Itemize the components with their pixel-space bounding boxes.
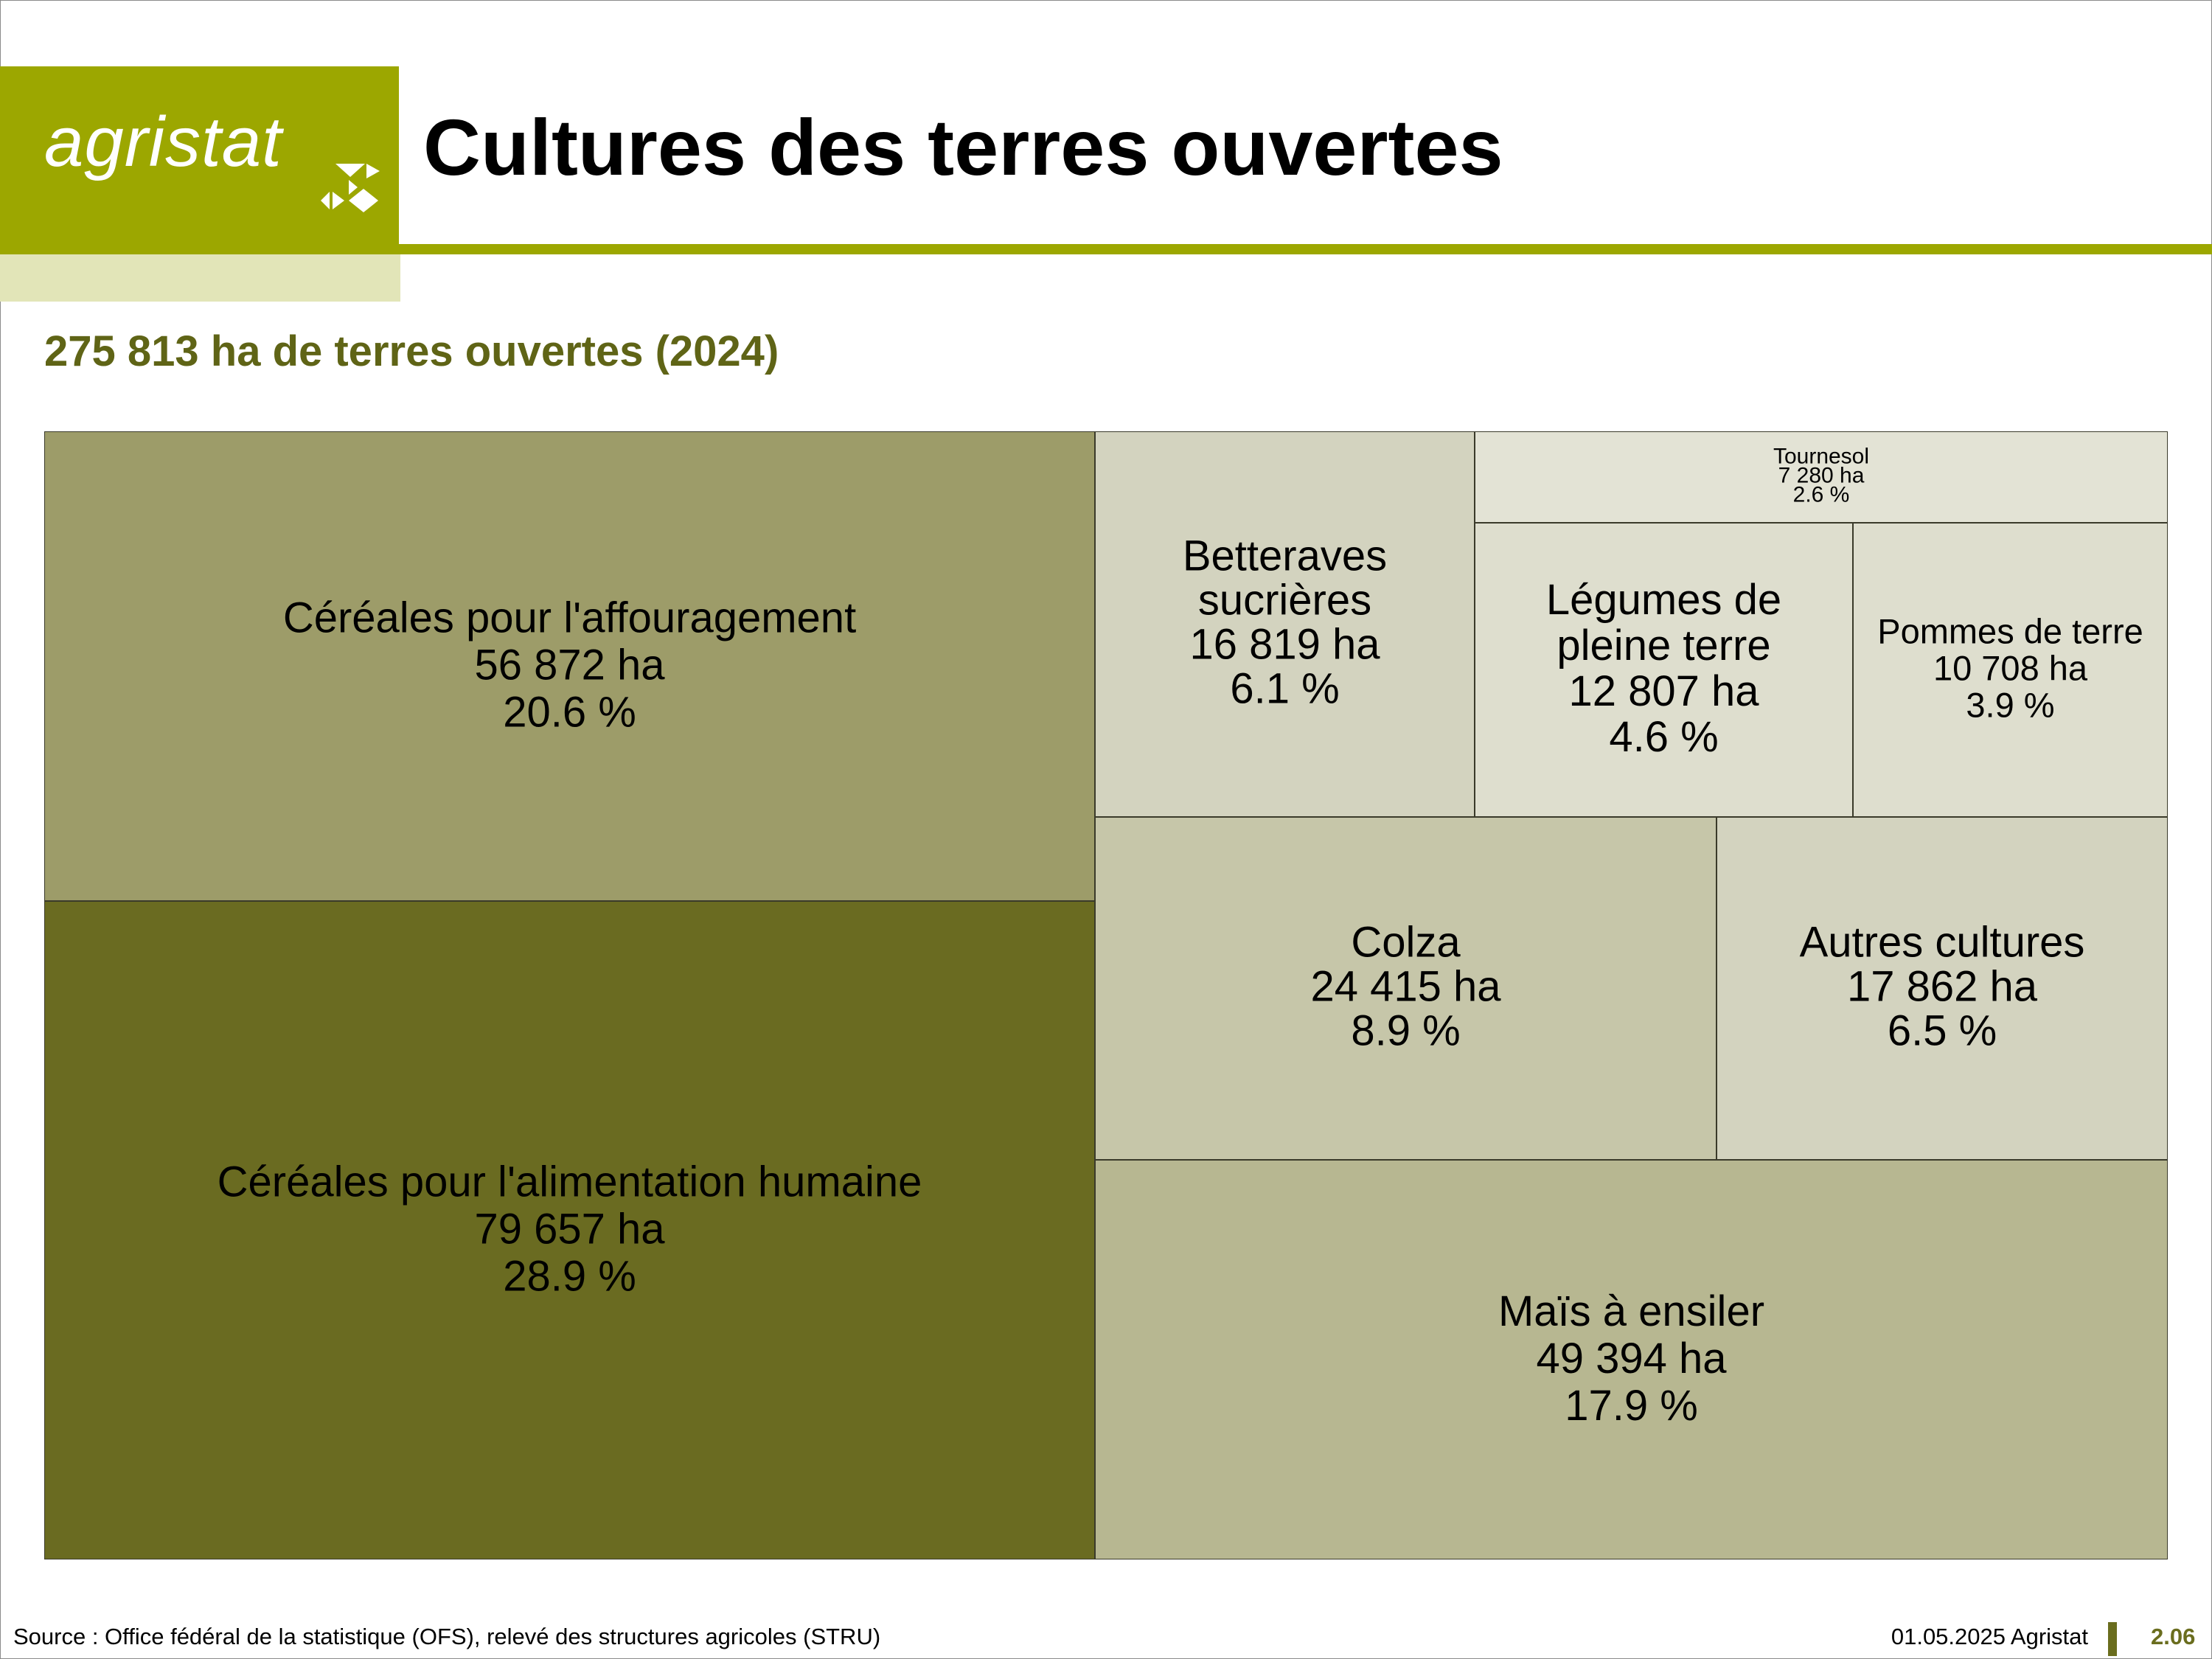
data-label-mais-a-ensiler: Maïs à ensiler 49 394 ha 17.9 % (1498, 1287, 1764, 1430)
tile-autres-cultures (1716, 816, 2168, 1161)
tile-percent: 4.6 % (1609, 713, 1718, 761)
tile-percent: 6.1 % (1230, 664, 1339, 712)
tile-cereales-pour-l-affouragement (44, 431, 1096, 902)
tile-label: Maïs à ensiler (1498, 1287, 1764, 1335)
data-label-cereales-pour-l-alimentation-humaine: Céréales pour l'alimentation humaine 79 6… (218, 1158, 922, 1300)
title-rule (399, 244, 2212, 254)
agristat-logo (0, 66, 399, 254)
tile-percent: 3.9 % (1966, 686, 2054, 725)
data-label-betteraves-sucrieres: Betteraves sucrières 16 819 ha 6.1 % (1183, 532, 1387, 712)
data-label-legumes-de-pleine-terre: Légumes de pleine terre 12 807 ha 4.6 % (1546, 576, 1781, 761)
tile-legumes-de-pleine-terre (1474, 522, 1854, 818)
tile-value: 10 708 ha (1933, 649, 2088, 688)
data-label-pommes-de-terre: Pommes de terre 10 708 ha 3.9 % (1877, 612, 2143, 725)
data-label-cereales-pour-l-affouragement: Céréales pour l'affouragement 56 872 ha 20… (283, 594, 856, 736)
treemap-chart: Céréales pour l'affouragement 56 872 ha 20… (44, 431, 2168, 1559)
tile-label: Colza (1351, 918, 1461, 966)
tile-label: Betteraves (1183, 532, 1387, 580)
footer-date: 01.05.2025 Agristat (1891, 1624, 2088, 1649)
logo-accent-band (0, 254, 400, 302)
page-title: Cultures des terres ouvertes (423, 102, 1503, 192)
data-label-tournesol: Tournesol 7 280 ha 2.6 % (1773, 444, 1869, 507)
tile-label: Autres cultures (1800, 918, 2085, 966)
page-number: 2.06 (2151, 1624, 2196, 1649)
tile-label: pleine terre (1557, 622, 1770, 669)
tile-percent: 2.6 % (1793, 482, 1850, 507)
tile-label: Céréales pour l'alimentation humaine (218, 1158, 922, 1206)
tile-colza (1094, 816, 1717, 1161)
tile-tournesol (1474, 431, 2168, 524)
tile-label: Céréales pour l'affouragement (283, 594, 856, 641)
tile-value: 49 394 ha (1536, 1335, 1727, 1382)
tile-pommes-de-terre (1852, 522, 2168, 818)
chart-subtitle: 275 813 ha de terres ouvertes (2024) (44, 327, 779, 375)
tile-percent: 28.9 % (503, 1252, 636, 1300)
tile-label: Pommes de terre (1877, 612, 2143, 651)
tile-label: Légumes de (1546, 576, 1781, 624)
tile-value: 56 872 ha (474, 641, 665, 689)
tile-percent: 8.9 % (1351, 1006, 1460, 1054)
data-label-autres-cultures: Autres cultures 17 862 ha 6.5 % (1800, 918, 2085, 1054)
tile-value: 16 819 ha (1189, 620, 1380, 668)
tile-value: 17 862 ha (1847, 962, 2038, 1010)
logo-triangles-icon (321, 164, 380, 212)
tile-value: 7 280 ha (1778, 463, 1865, 487)
tile-label: sucrières (1198, 576, 1371, 624)
tile-value: 79 657 ha (474, 1205, 665, 1253)
source-note: Source : Office fédéral de la statistiqu… (13, 1624, 881, 1649)
tile-label: Tournesol (1773, 444, 1869, 468)
data-label-colza: Colza 24 415 ha 8.9 % (1310, 918, 1501, 1054)
tile-betteraves-sucrieres (1094, 431, 1475, 818)
tile-percent: 20.6 % (503, 688, 636, 736)
tile-cereales-pour-l-alimentation-humaine (44, 900, 1096, 1559)
logo-wordmark: agristat (44, 102, 282, 181)
tile-value: 24 415 ha (1310, 962, 1501, 1010)
tile-percent: 17.9 % (1565, 1382, 1698, 1430)
tile-mais-a-ensiler (1094, 1159, 2168, 1559)
tile-value: 12 807 ha (1568, 667, 1759, 715)
footer-divider (2108, 1622, 2117, 1656)
tile-percent: 6.5 % (1888, 1006, 1997, 1054)
